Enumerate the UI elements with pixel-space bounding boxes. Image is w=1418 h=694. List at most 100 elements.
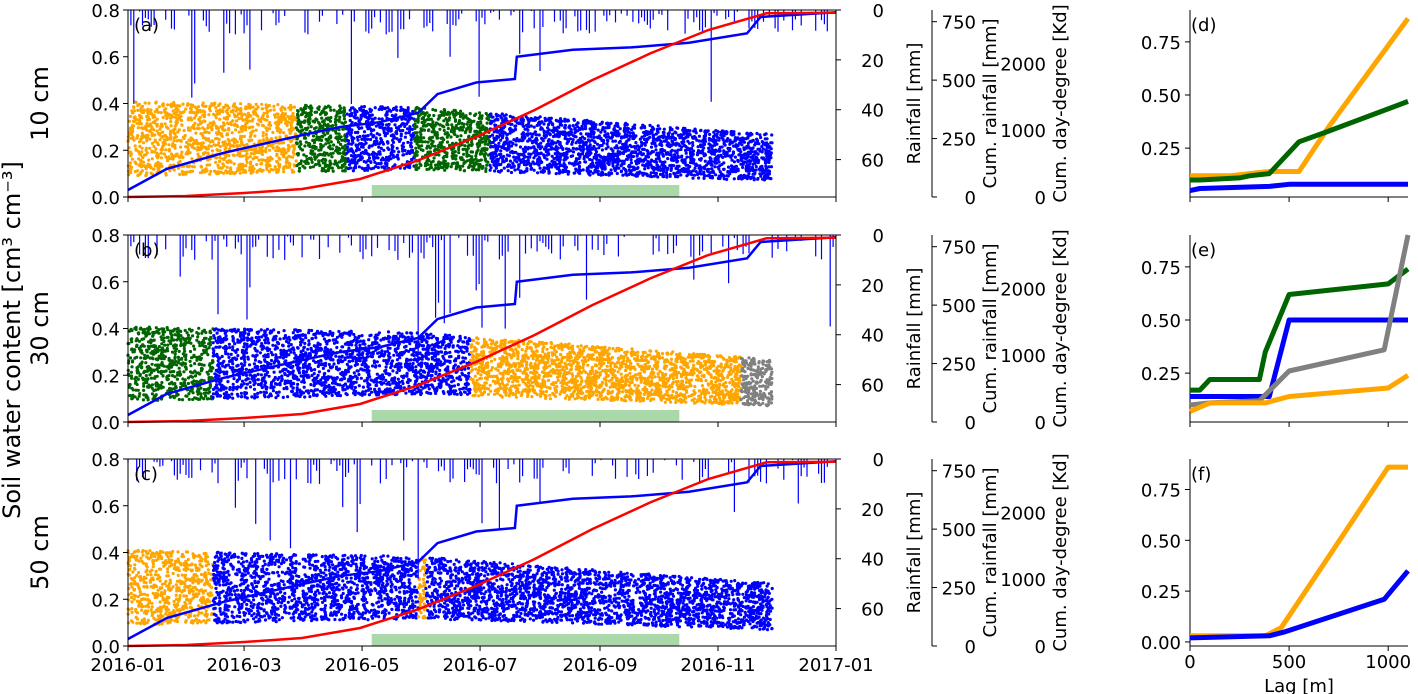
variogram-y-tick-label: 0.50 <box>1141 531 1181 552</box>
swc-series-green-3 <box>412 105 492 173</box>
cum-rain-axis-label: Cum. rainfall [mm] <box>980 244 1001 414</box>
cum-rain-tick-label: 750 <box>942 13 976 34</box>
rainfall-bars <box>127 459 828 579</box>
growing-season-band <box>371 185 680 197</box>
cum-rain-tick-label: 500 <box>942 520 976 541</box>
variogram-line-green <box>1190 99 1409 183</box>
cum-rain-tick-label: 0 <box>965 637 976 658</box>
panel-label: (b) <box>134 240 159 261</box>
rain-tick-label: 0 <box>873 1 884 22</box>
dd-tick-label: 0 <box>1035 188 1046 209</box>
rain-axis-label: Rainfall [mm] <box>904 492 925 614</box>
shared-ylabel: Soil water content [cm³ cm⁻³] <box>0 161 26 519</box>
cum-rain-tick-label: 500 <box>942 71 976 92</box>
cum-rain-tick-label: 0 <box>965 413 976 434</box>
panel-0: 0.0 0.2 0.4 0.6 0.8 (a) 10 cm 0 20 40 60 Rainfall [… <box>26 1 1411 209</box>
rain-tick-label: 0 <box>873 450 884 471</box>
swc-series-green-0 <box>126 325 215 402</box>
swc-series-blue-1 <box>211 550 420 625</box>
rain-tick-label: 40 <box>861 101 884 122</box>
cum-rainfall-line <box>127 236 837 417</box>
cum-degree-days-line <box>127 11 837 199</box>
variogram-x-tick-label: 1000 <box>1365 652 1411 673</box>
variogram-y-tick-label: 0.75 <box>1141 258 1181 279</box>
swc-series-orange-0 <box>126 548 215 626</box>
panel-2: 0.0 0.2 0.4 0.6 0.8 2016-01 2016-03 2016-05 2016… <box>26 450 1411 694</box>
y-tick-label: 0.2 <box>91 366 120 387</box>
cum-rain-tick-label: 0 <box>965 188 976 209</box>
cum-rain-tick-label: 250 <box>942 579 976 600</box>
y-tick-label: 0.2 <box>91 590 120 611</box>
variogram-y-tick-label: 0.50 <box>1141 86 1181 107</box>
cum-degree-days-line <box>127 460 837 648</box>
dd-axis-label: Cum. day-degree [Kd] <box>1050 453 1071 651</box>
variogram-y-tick-label: 0.25 <box>1141 139 1181 160</box>
variogram-x-tick-label: 0 <box>1184 652 1195 673</box>
rainfall-bars <box>130 235 834 355</box>
swc-series-blue-3 <box>424 556 774 632</box>
swc-series-green-1 <box>294 103 349 173</box>
dd-tick-label: 2000 <box>1000 54 1046 75</box>
dd-tick-label: 2000 <box>1000 279 1046 300</box>
dd-tick-label: 1000 <box>1000 121 1046 142</box>
y-tick-label: 0.6 <box>91 497 120 518</box>
dd-tick-label: 1000 <box>1000 346 1046 367</box>
x-tick-label: 2016-07 <box>442 655 517 676</box>
rain-axis-label: Rainfall [mm] <box>904 43 925 165</box>
rain-tick-label: 20 <box>861 51 884 72</box>
variogram-line-blue <box>1189 181 1408 194</box>
rain-tick-label: 40 <box>861 550 884 571</box>
variogram-y-tick-label: 0.25 <box>1141 364 1181 385</box>
y-tick-label: 0.6 <box>91 273 120 294</box>
cum-rain-tick-label: 750 <box>942 462 976 483</box>
rain-tick-label: 0 <box>873 226 884 247</box>
rain-tick-label: 60 <box>861 600 884 621</box>
y-tick-label: 0.0 <box>91 413 120 434</box>
row-label: 10 cm <box>26 66 54 141</box>
variogram-y-tick-label: 0.75 <box>1141 480 1181 501</box>
growing-season-band <box>371 410 680 422</box>
dd-axis-label: Cum. day-degree [Kd] <box>1050 229 1071 427</box>
variogram-line-orange <box>1190 464 1408 639</box>
y-tick-label: 0.2 <box>91 141 120 162</box>
dd-tick-label: 0 <box>1035 637 1046 658</box>
dd-tick-label: 1000 <box>1000 570 1046 591</box>
variogram-panel-label: (f) <box>1191 464 1211 485</box>
cum-degree-days-line <box>127 236 837 424</box>
variogram-line-blue <box>1189 569 1410 641</box>
variogram-y-tick-label: 0.50 <box>1141 311 1181 332</box>
variogram-panel-label: (e) <box>1191 240 1216 261</box>
y-tick-label: 0.8 <box>91 226 120 247</box>
x-tick-label: 2016-05 <box>324 655 399 676</box>
x-tick-label: 2016-09 <box>562 655 637 676</box>
panel-label: (a) <box>134 15 159 36</box>
cum-rainfall-line <box>127 11 837 192</box>
x-tick-label: 2016-11 <box>680 655 755 676</box>
y-tick-label: 0.6 <box>91 48 120 69</box>
x-tick-label: 2016-03 <box>206 655 281 676</box>
cum-rain-axis-label: Cum. rainfall [mm] <box>980 468 1001 638</box>
panel-label: (c) <box>134 464 158 485</box>
y-tick-label: 0.8 <box>91 1 120 22</box>
x-tick-label: 2016-01 <box>90 655 165 676</box>
y-tick-label: 0.4 <box>91 95 120 116</box>
x-tick-label: 2017-01 <box>798 655 873 676</box>
cum-rain-axis-label: Cum. rainfall [mm] <box>980 19 1001 189</box>
panel-1: 0.0 0.2 0.4 0.6 0.8 (b) 30 cm 0 20 40 60 Rainfall [… <box>26 226 1411 434</box>
y-tick-label: 0.8 <box>91 450 120 471</box>
growing-season-band <box>371 634 680 646</box>
variogram-line-blue <box>1190 317 1408 399</box>
dd-tick-label: 0 <box>1035 413 1046 434</box>
swc-series-gray-3 <box>739 356 774 408</box>
y-tick-label: 0.0 <box>91 188 120 209</box>
y-tick-label: 0.0 <box>91 637 120 658</box>
y-tick-label: 0.4 <box>91 544 120 565</box>
swc-series-blue-2 <box>345 105 416 173</box>
dd-tick-label: 2000 <box>1000 503 1046 524</box>
cum-rain-tick-label: 750 <box>942 238 976 259</box>
swc-series-orange-2 <box>468 336 743 406</box>
variogram-y-tick-label: 0.75 <box>1141 33 1181 54</box>
rain-axis-label: Rainfall [mm] <box>904 268 925 390</box>
variogram-x-tick-label: 500 <box>1272 652 1306 673</box>
dd-axis-label: Cum. day-degree [Kd] <box>1050 4 1071 202</box>
